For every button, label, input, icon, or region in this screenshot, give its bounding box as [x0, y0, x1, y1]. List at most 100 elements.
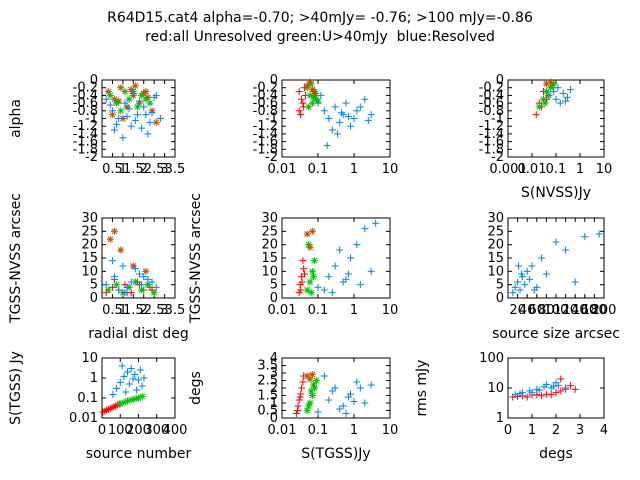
y-tick-label: 100	[479, 351, 504, 366]
plot-frame	[102, 358, 175, 418]
data-point-orange	[111, 228, 118, 235]
x-tick-label: 4	[600, 423, 608, 438]
data-point-blue	[353, 379, 360, 386]
data-point-green	[542, 100, 549, 107]
data-point-blue	[553, 239, 560, 246]
data-point-orange	[547, 78, 554, 85]
data-point-blue	[119, 263, 126, 270]
plot-frame	[102, 80, 175, 157]
y-tick-label: 1	[90, 371, 98, 386]
x-tick-label: 0.01	[518, 162, 547, 177]
data-point-blue	[351, 115, 358, 122]
x-tick-label: 0	[98, 423, 106, 438]
data-point-blue	[139, 382, 146, 389]
subplot-p8: 00.511.522.533.540.01 0.1 1 10S(TGSS)Jydegs	[188, 351, 398, 462]
data-point-red	[300, 265, 307, 272]
data-point-green	[117, 107, 124, 114]
data-point-blue	[526, 276, 533, 283]
y-tick-label: 10	[487, 264, 504, 279]
y-tick-label: 20	[81, 238, 98, 253]
x-tick-label: 0.1	[308, 303, 329, 318]
y-axis-label: TGSS-NVSS arcsec	[8, 193, 24, 324]
data-point-blue	[124, 368, 131, 375]
y-tick-label: 15	[261, 251, 278, 266]
y-tick-label: 10	[81, 351, 98, 366]
data-point-green	[309, 392, 316, 399]
x-tick-label: 200	[592, 303, 617, 318]
y-tick-label: 25	[261, 224, 278, 239]
x-tick-label: 0	[504, 423, 512, 438]
data-point-orange	[117, 247, 124, 254]
y-tick-label: 5	[90, 278, 98, 293]
subplot-p4: 0510152025300.511.522.533.5radial dist d…	[8, 193, 189, 342]
x-tick-label: 0.01	[268, 303, 297, 318]
data-point-red	[572, 386, 579, 393]
data-point-green	[139, 393, 146, 400]
data-point-red	[296, 107, 303, 114]
data-point-red	[296, 397, 303, 404]
y-tick-label: 25	[81, 224, 98, 239]
data-point-blue	[336, 119, 343, 126]
y-tick-label: 0.01	[69, 411, 98, 426]
data-point-red	[524, 394, 531, 401]
x-axis-label: degs	[539, 446, 573, 462]
data-point-blue	[137, 367, 144, 374]
data-point-green	[305, 103, 312, 110]
y-tick-label: 1	[496, 411, 504, 426]
data-point-blue	[553, 96, 560, 103]
y-tick-label: 4	[270, 351, 278, 366]
data-point-green	[107, 92, 114, 99]
data-point-blue	[368, 382, 375, 389]
data-point-blue	[521, 281, 528, 288]
x-axis-label: radial dist deg	[88, 326, 188, 342]
data-point-blue	[357, 385, 364, 392]
data-point-green	[142, 96, 149, 103]
y-axis-label: TGSS-NVSS arcsec	[188, 193, 204, 324]
x-tick-label: 2	[552, 423, 560, 438]
subplot-p3: -2-1.8-1.6-1.4-1.2-1-0.8-0.6-0.4-0.20 0.0…	[479, 73, 613, 201]
data-point-red	[297, 111, 304, 118]
x-tick-label: 1	[528, 423, 536, 438]
y-tick-label: 15	[487, 251, 504, 266]
y-tick-label: 0	[270, 73, 278, 88]
data-point-blue	[109, 391, 116, 398]
data-point-green	[310, 382, 317, 389]
data-point-blue	[144, 130, 151, 137]
data-point-blue	[133, 387, 140, 394]
data-point-green	[536, 103, 543, 110]
data-point-blue	[340, 111, 347, 118]
data-point-blue	[131, 371, 138, 378]
y-tick-label: 25	[487, 224, 504, 239]
data-point-orange	[309, 371, 316, 378]
x-tick-label: 1	[350, 423, 358, 438]
y-tick-label: 20	[261, 238, 278, 253]
x-axis-label: S(NVSS)Jy	[521, 185, 591, 201]
y-tick-label: 5	[270, 278, 278, 293]
data-point-green	[309, 268, 316, 275]
data-point-blue	[119, 362, 126, 369]
data-point-blue	[361, 225, 368, 232]
data-point-orange	[107, 236, 114, 243]
y-axis-label: rms mJy	[414, 360, 430, 417]
x-tick-label: 0.1	[308, 423, 329, 438]
data-point-blue	[357, 103, 364, 110]
data-point-green	[113, 100, 120, 107]
subplot-p6: 05101520253020406080100120140160180200so…	[487, 211, 619, 342]
data-point-green	[311, 257, 318, 264]
data-point-blue	[340, 403, 347, 410]
data-point-blue	[347, 123, 354, 130]
x-axis-label: S(TGSS)Jy	[301, 446, 370, 462]
data-point-blue	[562, 386, 569, 393]
plot-frame	[508, 358, 604, 418]
data-point-red	[299, 100, 306, 107]
x-tick-label: 1	[576, 162, 584, 177]
data-point-blue	[515, 263, 522, 270]
data-point-blue	[343, 410, 350, 417]
y-tick-label: 0	[90, 73, 98, 88]
data-point-blue	[119, 134, 126, 141]
y-axis-label: S(TGSS) Jy	[8, 351, 24, 425]
data-point-blue	[357, 281, 364, 288]
data-point-blue	[325, 115, 332, 122]
data-point-blue	[329, 289, 336, 296]
data-point-blue	[557, 100, 564, 107]
